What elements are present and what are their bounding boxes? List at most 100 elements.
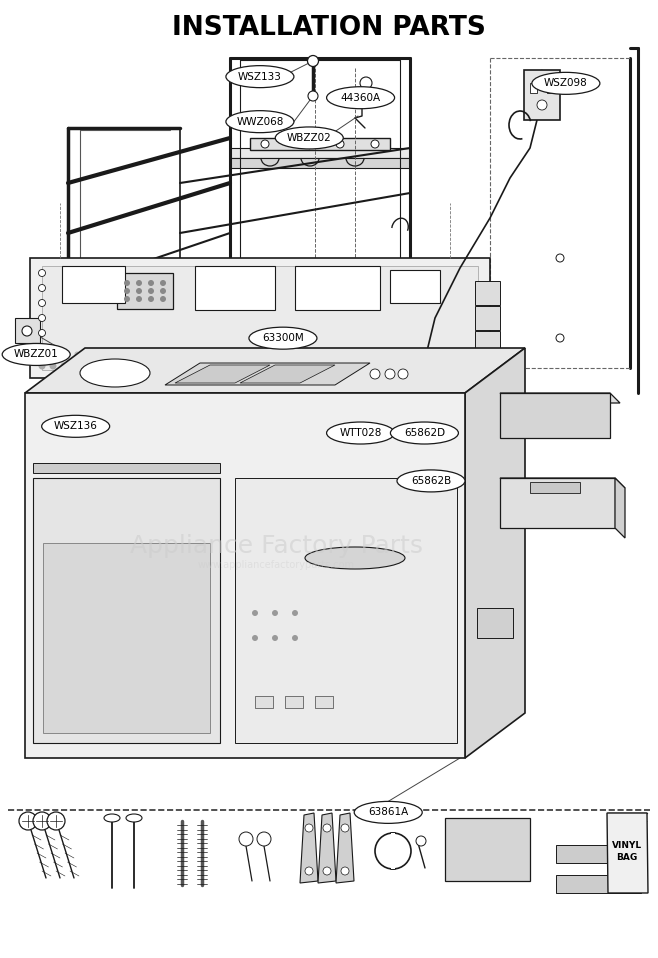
Polygon shape (300, 813, 318, 883)
Circle shape (251, 352, 255, 356)
Circle shape (182, 362, 188, 370)
Circle shape (39, 300, 45, 307)
Polygon shape (250, 138, 390, 150)
Circle shape (160, 288, 166, 294)
Circle shape (39, 345, 45, 352)
Circle shape (371, 140, 379, 148)
Polygon shape (336, 813, 354, 883)
Circle shape (323, 867, 331, 875)
Circle shape (385, 369, 395, 379)
Circle shape (296, 140, 304, 148)
Circle shape (124, 280, 130, 286)
Circle shape (39, 314, 45, 322)
Polygon shape (615, 478, 625, 538)
Polygon shape (230, 158, 410, 168)
Polygon shape (25, 348, 525, 393)
Circle shape (93, 362, 101, 370)
Polygon shape (33, 463, 220, 473)
Ellipse shape (397, 470, 465, 491)
Circle shape (313, 362, 320, 370)
Circle shape (295, 352, 299, 356)
Text: VINYL: VINYL (612, 840, 642, 850)
Circle shape (195, 352, 201, 356)
Circle shape (257, 832, 271, 846)
Circle shape (308, 91, 318, 101)
Text: 63861A: 63861A (368, 808, 409, 817)
Circle shape (556, 254, 564, 262)
Circle shape (160, 280, 166, 286)
Circle shape (416, 836, 426, 846)
Circle shape (116, 362, 122, 370)
Circle shape (270, 362, 276, 370)
Circle shape (39, 285, 45, 291)
Circle shape (207, 352, 211, 356)
Circle shape (53, 352, 57, 356)
Circle shape (556, 334, 564, 342)
Polygon shape (607, 813, 648, 893)
Circle shape (401, 362, 409, 370)
Circle shape (272, 635, 278, 641)
Polygon shape (547, 83, 554, 93)
Circle shape (49, 362, 57, 370)
Circle shape (405, 352, 409, 356)
Circle shape (467, 362, 474, 370)
Text: WBZZ02: WBZZ02 (287, 133, 332, 143)
Text: 44360A: 44360A (341, 93, 380, 103)
Polygon shape (30, 258, 490, 378)
Circle shape (148, 280, 154, 286)
Circle shape (247, 362, 255, 370)
Ellipse shape (305, 547, 405, 569)
Ellipse shape (326, 422, 395, 444)
Text: BAG: BAG (617, 854, 638, 862)
Circle shape (226, 362, 232, 370)
Circle shape (184, 352, 190, 356)
Polygon shape (33, 478, 220, 743)
Circle shape (218, 352, 222, 356)
Circle shape (316, 352, 322, 356)
Circle shape (138, 362, 145, 370)
Ellipse shape (80, 359, 150, 387)
Polygon shape (477, 608, 513, 638)
Ellipse shape (226, 66, 294, 87)
Circle shape (307, 56, 318, 66)
Circle shape (305, 352, 311, 356)
Circle shape (236, 362, 243, 370)
Circle shape (272, 610, 278, 616)
Polygon shape (500, 393, 620, 403)
Circle shape (124, 296, 130, 302)
Text: WSZ098: WSZ098 (544, 79, 588, 88)
Circle shape (64, 352, 68, 356)
Ellipse shape (41, 416, 110, 437)
Circle shape (413, 362, 420, 370)
Circle shape (151, 352, 157, 356)
Text: 63300M: 63300M (262, 333, 304, 343)
Circle shape (291, 362, 299, 370)
Circle shape (445, 362, 453, 370)
Polygon shape (556, 875, 641, 893)
Circle shape (141, 352, 145, 356)
Polygon shape (465, 348, 525, 758)
Circle shape (148, 288, 154, 294)
Circle shape (360, 77, 372, 89)
Text: WTT028: WTT028 (340, 428, 382, 438)
Circle shape (19, 812, 37, 830)
Circle shape (97, 352, 101, 356)
Circle shape (136, 280, 142, 286)
Circle shape (61, 362, 68, 370)
Circle shape (149, 362, 155, 370)
Ellipse shape (104, 814, 120, 822)
Circle shape (382, 352, 388, 356)
Polygon shape (295, 266, 380, 310)
Circle shape (292, 635, 298, 641)
Circle shape (398, 369, 408, 379)
Circle shape (39, 330, 45, 336)
Text: Appliance Factory Parts: Appliance Factory Parts (130, 534, 423, 559)
Ellipse shape (249, 328, 317, 349)
Circle shape (280, 362, 288, 370)
Circle shape (130, 352, 134, 356)
Circle shape (338, 352, 343, 356)
Ellipse shape (275, 127, 343, 148)
Polygon shape (391, 833, 395, 869)
Circle shape (292, 610, 298, 616)
Polygon shape (475, 331, 500, 355)
